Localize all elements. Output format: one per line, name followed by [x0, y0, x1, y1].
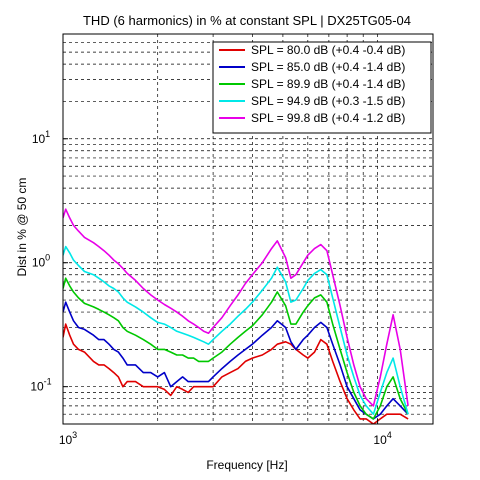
y-tick-label: 10-1 [30, 377, 51, 394]
x-tick-label: 104 [373, 430, 391, 447]
series-line-3 [63, 277, 409, 420]
legend-label: SPL = 85.0 dB (+0.4 -1.4 dB) [251, 60, 405, 74]
legend-label: SPL = 99.8 dB (+0.4 -1.2 dB) [251, 111, 405, 125]
legend-label: SPL = 89.9 dB (+0.4 -1.4 dB) [251, 77, 405, 91]
x-axis-label: Frequency [Hz] [206, 458, 287, 472]
chart-title: THD (6 harmonics) in % at constant SPL |… [83, 13, 411, 28]
plot-frame [62, 33, 434, 425]
series-line-4 [63, 245, 409, 415]
series-lines [63, 208, 409, 424]
x-tick-label: 103 [59, 430, 77, 447]
legend-label: SPL = 80.0 dB (+0.4 -0.4 dB) [251, 43, 405, 57]
legend: SPL = 80.0 dB (+0.4 -0.4 dB) SPL = 85.0 d… [212, 41, 432, 134]
series-line-1 [63, 323, 409, 424]
y-axis-label: Dist in % @ 50 cm [15, 178, 29, 277]
legend-label: SPL = 94.9 dB (+0.3 -1.5 dB) [251, 94, 405, 108]
y-tick-label: 100 [32, 253, 50, 270]
series-line-5 [63, 208, 409, 407]
series-line-2 [63, 301, 409, 420]
legend-box [212, 41, 432, 134]
axis-ticks: 103 104 10-1 100 101 [30, 129, 391, 447]
y-tick-label: 101 [32, 129, 50, 146]
